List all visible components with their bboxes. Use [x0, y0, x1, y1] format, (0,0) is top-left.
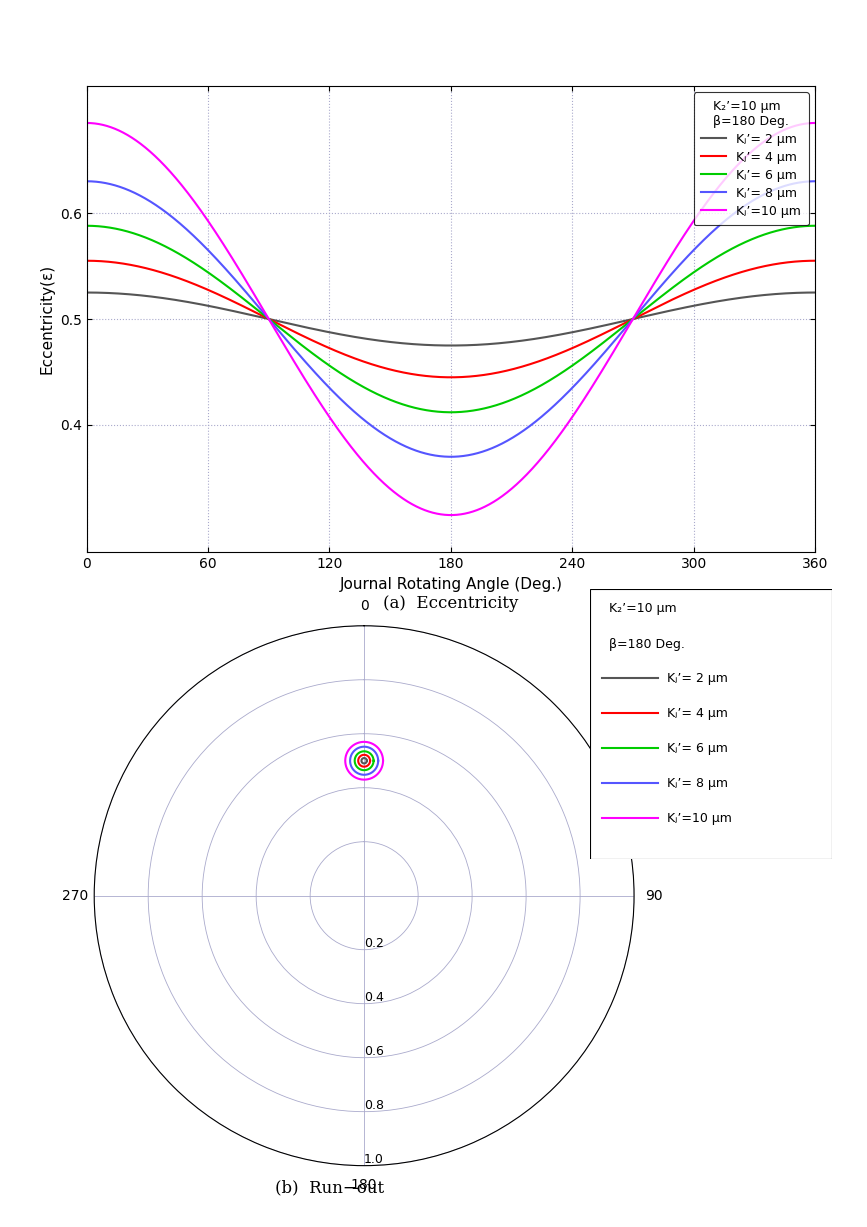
- Text: Kⱼ’= 4 μm: Kⱼ’= 4 μm: [668, 707, 728, 719]
- Text: (a)  Eccentricity: (a) Eccentricity: [383, 595, 518, 612]
- Legend: Kⱼ’= 2 μm, Kⱼ’= 4 μm, Kⱼ’= 6 μm, Kⱼ’= 8 μm, Kⱼ’=10 μm: Kⱼ’= 2 μm, Kⱼ’= 4 μm, Kⱼ’= 6 μm, Kⱼ’= 8 …: [694, 92, 809, 225]
- X-axis label: Journal Rotating Angle (Deg.): Journal Rotating Angle (Deg.): [339, 577, 563, 591]
- Text: Kⱼ’=10 μm: Kⱼ’=10 μm: [668, 812, 732, 825]
- Text: Kⱼ’= 2 μm: Kⱼ’= 2 μm: [668, 671, 728, 685]
- Y-axis label: Eccentricity(ε): Eccentricity(ε): [39, 264, 55, 374]
- Text: β=180 Deg.: β=180 Deg.: [609, 638, 685, 650]
- Text: Kⱼ’= 6 μm: Kⱼ’= 6 μm: [668, 742, 728, 755]
- Text: K₂’=10 μm: K₂’=10 μm: [609, 602, 676, 616]
- Text: (b)  Run−out: (b) Run−out: [275, 1179, 384, 1196]
- Text: Kⱼ’= 8 μm: Kⱼ’= 8 μm: [668, 777, 728, 790]
- FancyBboxPatch shape: [590, 589, 832, 859]
